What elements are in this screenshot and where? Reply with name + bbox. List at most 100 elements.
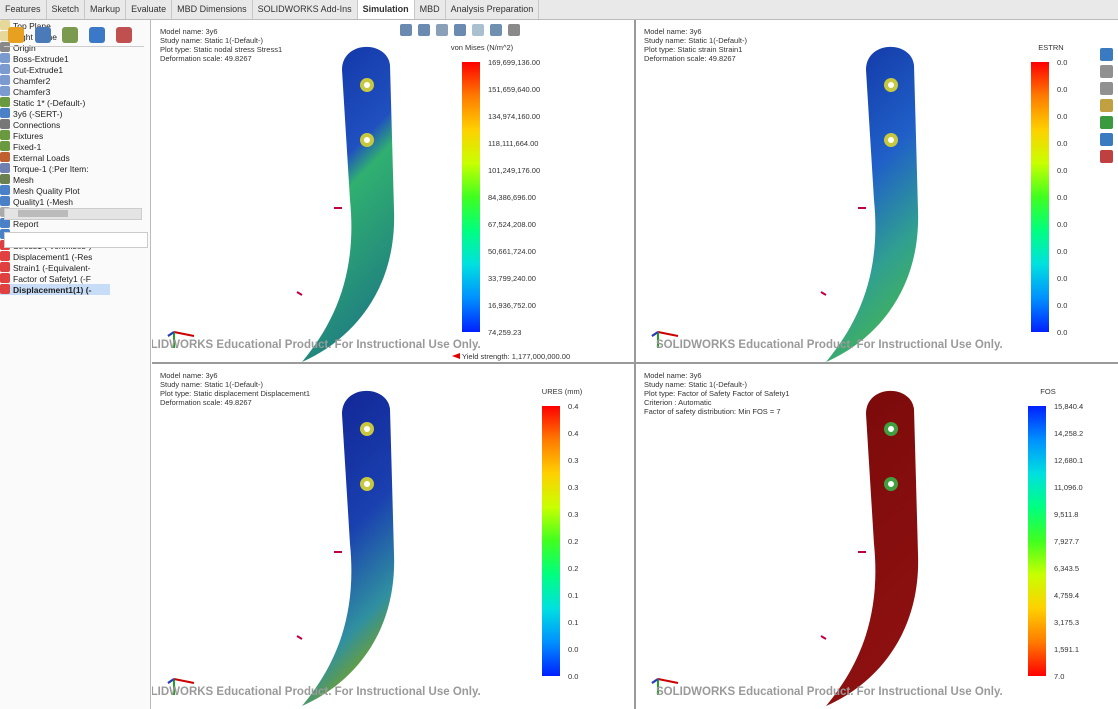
yield-marker	[452, 353, 460, 359]
tree-label: Boss-Extrude1	[13, 54, 69, 64]
tree-item[interactable]: Displacement1(1) (-	[0, 284, 110, 295]
toolbar-icon[interactable]	[472, 24, 484, 36]
splitter-h	[152, 362, 1118, 364]
tree-label: Cut-Extrude1	[13, 65, 63, 75]
load-arrow	[297, 208, 342, 295]
tree-label: Fixtures	[13, 131, 43, 141]
scrollbar-thumb	[18, 210, 68, 217]
tab[interactable]: Markup	[85, 0, 126, 19]
task-pane-icon[interactable]	[1100, 65, 1113, 78]
legend-label: 0.4	[568, 402, 578, 411]
tree-icon	[0, 53, 10, 63]
tree-item[interactable]: Factor of Safety1 (-F	[0, 273, 150, 284]
part-body	[826, 391, 918, 706]
tree-item[interactable]: Fixtures	[0, 130, 150, 141]
feature-manager: Top PlaneRight PlaneOriginBoss-Extrude1C…	[0, 20, 151, 709]
legend-label: 3,175.3	[1054, 618, 1079, 627]
legend-label: 0.0	[1057, 139, 1067, 148]
legend-label: 4,759.4	[1054, 591, 1079, 600]
legend-label: 0.0	[1057, 247, 1067, 256]
tree-item[interactable]: Torque-1 (:Per Item:	[0, 163, 150, 174]
toolbar-icon[interactable]	[508, 24, 520, 36]
toolbar-icon[interactable]	[400, 24, 412, 36]
legend-label: 11,096.0	[1054, 483, 1083, 492]
tree-label: Torque-1 (:Per Item:	[13, 164, 89, 174]
panel-icons	[4, 24, 144, 47]
tree-label: Fixed-1	[13, 142, 41, 152]
toolbar-icon[interactable]	[418, 24, 430, 36]
plot-info: Study name: Static 1(-Default-)	[160, 380, 263, 389]
legend-label: 0.4	[568, 429, 578, 438]
tree-icon	[0, 141, 10, 151]
toolbar-icon[interactable]	[454, 24, 466, 36]
watermark: SOLIDWORKS Educational Product. For Inst…	[656, 686, 1003, 698]
panel-icon[interactable]	[89, 27, 105, 43]
tree-item[interactable]: Mesh Quality Plot	[0, 185, 150, 196]
tab[interactable]: MBD	[415, 0, 446, 19]
tab[interactable]: MBD Dimensions	[172, 0, 253, 19]
task-pane-icon[interactable]	[1100, 116, 1113, 129]
panel-icon[interactable]	[62, 27, 78, 43]
task-pane-icon[interactable]	[1100, 99, 1113, 112]
viewport-canvas: Model name: 3y6Study name: Static 1(-Def…	[636, 20, 1118, 362]
legend-label: 0.3	[568, 456, 578, 465]
watermark: SOLIDWORKS Educational Product. For Inst…	[152, 339, 481, 351]
task-pane-icon[interactable]	[1100, 133, 1113, 146]
legend-label: 16,936,752.00	[488, 301, 536, 310]
plot-info: Plot type: Static displacement Displacem…	[160, 389, 310, 398]
tab[interactable]: Simulation	[358, 0, 415, 19]
hole-inner	[364, 426, 370, 432]
task-pane-icon[interactable]	[1100, 48, 1113, 61]
tree-item[interactable]: Fixed-1	[0, 141, 150, 152]
hole-inner	[888, 82, 894, 88]
tree-icon	[0, 86, 10, 96]
tree-label: Mesh	[13, 175, 34, 185]
legend-label: 0.0	[568, 672, 578, 681]
task-pane-icon[interactable]	[1100, 150, 1113, 163]
tree-item[interactable]: Boss-Extrude1	[0, 53, 150, 64]
task-pane-icon[interactable]	[1100, 82, 1113, 95]
toolbar-icon[interactable]	[490, 24, 502, 36]
tree-item[interactable]: Displacement1 (-Res	[0, 251, 150, 262]
legend-label: 0.0	[1057, 274, 1067, 283]
tree-item[interactable]: Chamfer3	[0, 86, 150, 97]
tree-item[interactable]: External Loads	[0, 152, 150, 163]
tab[interactable]: Analysis Preparation	[446, 0, 540, 19]
tree-label: Factor of Safety1 (-F	[13, 274, 91, 284]
hole-inner	[364, 481, 370, 487]
tree-label: Chamfer2	[13, 76, 50, 86]
tree-item[interactable]: Cut-Extrude1	[0, 64, 150, 75]
plot-info: Study name: Static 1(-Default-)	[160, 36, 263, 45]
tree-item[interactable]: Strain1 (-Equivalent-	[0, 262, 150, 273]
tree-item[interactable]: Quality1 (-Mesh	[0, 196, 150, 207]
watermark: SOLIDWORKS Educational Product. For Inst…	[152, 686, 481, 698]
plot-info: Criterion : Automatic	[644, 398, 712, 407]
legend-label: 0.0	[1057, 328, 1067, 337]
tree-icon	[0, 152, 10, 162]
panel-icon[interactable]	[35, 27, 51, 43]
legend-label: 1,591.1	[1054, 645, 1079, 654]
tree-item[interactable]: Static 1* (-Default-)	[0, 97, 150, 108]
panel-icon[interactable]	[8, 27, 24, 43]
legend-label: 0.1	[568, 591, 578, 600]
tree-item[interactable]: Mesh	[0, 174, 150, 185]
tree-icon	[0, 262, 10, 272]
panel-icon[interactable]	[116, 27, 132, 43]
hole-inner	[888, 426, 894, 432]
tab[interactable]: SOLIDWORKS Add-Ins	[253, 0, 358, 19]
tree-item[interactable]: Connections	[0, 119, 150, 130]
plot-info: Plot type: Static nodal stress Stress1	[160, 45, 282, 54]
legend-label: 0.3	[568, 510, 578, 519]
tab[interactable]: Sketch	[47, 0, 86, 19]
tab[interactable]: Evaluate	[126, 0, 172, 19]
tree-item[interactable]: 3y6 (-SERT-)	[0, 108, 150, 119]
tree-item[interactable]: Chamfer2	[0, 75, 150, 86]
toolbar-icon[interactable]	[436, 24, 448, 36]
tab[interactable]: Features	[0, 0, 47, 19]
plot-info: Deformation scale: 49.8267	[644, 54, 736, 63]
